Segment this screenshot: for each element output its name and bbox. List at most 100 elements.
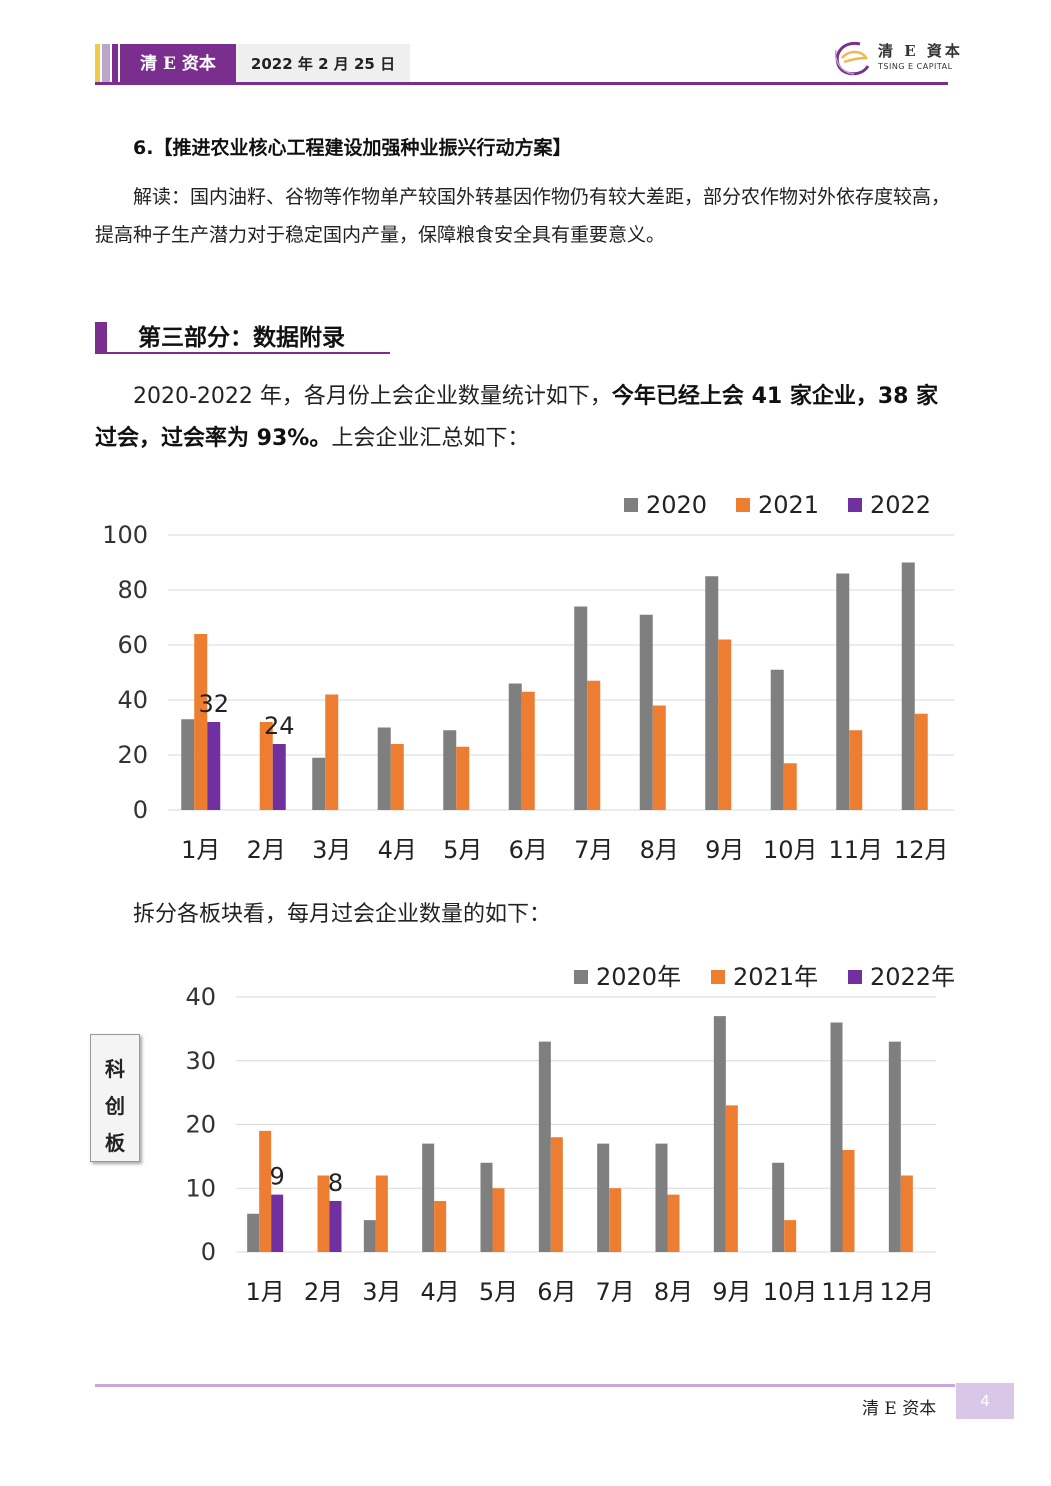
x-tick-label: 6月	[537, 1278, 576, 1306]
legend-swatch	[848, 970, 862, 984]
x-tick-label: 1月	[181, 836, 220, 864]
logo-chinese-text: 清 E 資本	[878, 42, 963, 60]
bar	[312, 757, 326, 810]
logo-english-text: TSING E CAPITAL	[878, 62, 953, 71]
bar	[443, 730, 457, 810]
bar	[574, 606, 588, 810]
x-tick-label: 10月	[763, 1278, 818, 1306]
y-tick-label: 40	[185, 983, 216, 1011]
legend-swatch	[711, 970, 725, 984]
part-3-title: 第三部分：数据附录	[138, 325, 345, 351]
x-tick-label: 2月	[304, 1278, 343, 1306]
label-char: 科	[105, 1057, 125, 1081]
label-char: 创	[105, 1094, 125, 1118]
summary-highlight: 今年已经上会 41 家企业，38 家过会，过会率为 93%。	[95, 384, 939, 451]
legend-label: 2021	[758, 491, 819, 519]
bar	[784, 1220, 797, 1252]
bar	[718, 639, 732, 810]
star-market-label-box: 科 创 板	[90, 1034, 140, 1162]
x-tick-label: 4月	[378, 836, 417, 864]
y-tick-label: 40	[117, 686, 148, 714]
bar	[900, 1175, 913, 1252]
data-label: 24	[264, 712, 295, 740]
x-tick-label: 3月	[362, 1278, 401, 1306]
data-label: 9	[270, 1163, 285, 1191]
y-tick-label: 0	[133, 796, 148, 824]
bar	[207, 722, 221, 810]
header-date: 2022 年 2 月 25 日	[236, 44, 410, 84]
legend-swatch	[848, 498, 862, 512]
page-number: 4	[956, 1383, 1014, 1419]
y-tick-label: 20	[117, 741, 148, 769]
x-tick-label: 3月	[312, 836, 351, 864]
bar	[849, 730, 863, 810]
header-brand: 清 E 资本	[120, 44, 236, 84]
tsinge-logo-icon	[834, 41, 870, 76]
label-char: 板	[105, 1131, 125, 1155]
bar	[725, 1105, 738, 1252]
bar	[842, 1150, 855, 1252]
bar	[377, 727, 391, 810]
y-tick-label: 30	[185, 1047, 216, 1075]
bar	[480, 1162, 493, 1252]
data-label: 32	[198, 690, 229, 718]
bar	[652, 705, 666, 810]
x-tick-label: 9月	[712, 1278, 751, 1306]
x-tick-label: 12月	[880, 1278, 935, 1306]
split-boards-text: 拆分各板块看，每月过会企业数量的如下：	[133, 902, 552, 927]
header-accent-lilac	[102, 44, 110, 84]
legend-swatch	[624, 498, 638, 512]
bar	[247, 1213, 260, 1252]
bar	[508, 683, 522, 810]
legend-label: 2022年	[870, 963, 955, 991]
header-rule	[95, 82, 948, 85]
summary-intro: 2020-2022 年，各月份上会企业数量统计如下，	[133, 384, 612, 409]
bar	[667, 1194, 680, 1252]
legend-swatch	[736, 498, 750, 512]
bar	[836, 573, 850, 810]
x-tick-label: 8月	[654, 1278, 693, 1306]
x-tick-label: 12月	[894, 836, 949, 864]
x-tick-label: 9月	[705, 836, 744, 864]
star-market-approved-chart: 0 10 20 30 40 9 1月 8 2月 3月 4月 5月 6月 7月 8月 9月 10月 11月 12月 20…	[185, 963, 955, 1306]
bar	[325, 694, 339, 810]
bar	[181, 719, 195, 810]
star-market-label: 科 创 板	[91, 1051, 139, 1162]
header-accent-purple	[112, 44, 118, 84]
x-tick-label: 8月	[640, 836, 679, 864]
bar	[901, 562, 915, 810]
x-tick-label: 7月	[596, 1278, 635, 1306]
monthly-meeting-companies-chart: 0 20 40 60 80 100 32 1月 24 2月 3月 4月 5月 6月 7月 8月 9月 10月 11月…	[102, 491, 954, 864]
bar	[259, 722, 273, 810]
data-label: 8	[328, 1169, 343, 1197]
x-tick-label: 11月	[828, 836, 883, 864]
footer-rule	[95, 1384, 955, 1387]
bar	[329, 1201, 342, 1252]
bar	[521, 691, 535, 810]
y-tick-label: 20	[185, 1111, 216, 1139]
y-tick-label: 60	[117, 631, 148, 659]
legend-label: 2022	[870, 491, 931, 519]
x-tick-label: 4月	[421, 1278, 460, 1306]
bar	[272, 744, 286, 810]
bar	[587, 680, 601, 810]
legend-label: 2021年	[733, 963, 818, 991]
bar	[538, 1041, 551, 1252]
legend-swatch	[574, 970, 588, 984]
legend-label: 2020	[646, 491, 707, 519]
bar	[609, 1188, 622, 1252]
header-accent-yellow	[95, 44, 100, 84]
x-tick-label: 5月	[479, 1278, 518, 1306]
bar	[914, 713, 928, 810]
summary-outro: 上会企业汇总如下：	[331, 426, 530, 451]
bar	[550, 1137, 563, 1252]
bar	[434, 1201, 447, 1252]
bar	[888, 1041, 901, 1252]
bar	[259, 1130, 272, 1252]
x-tick-label: 5月	[443, 836, 482, 864]
bar	[390, 744, 404, 810]
section-6-title: 6.【推进农业核心工程建设加强种业振兴行动方案】	[133, 137, 572, 159]
y-tick-label: 10	[185, 1174, 216, 1202]
x-tick-label: 10月	[763, 836, 818, 864]
bar	[713, 1016, 726, 1252]
